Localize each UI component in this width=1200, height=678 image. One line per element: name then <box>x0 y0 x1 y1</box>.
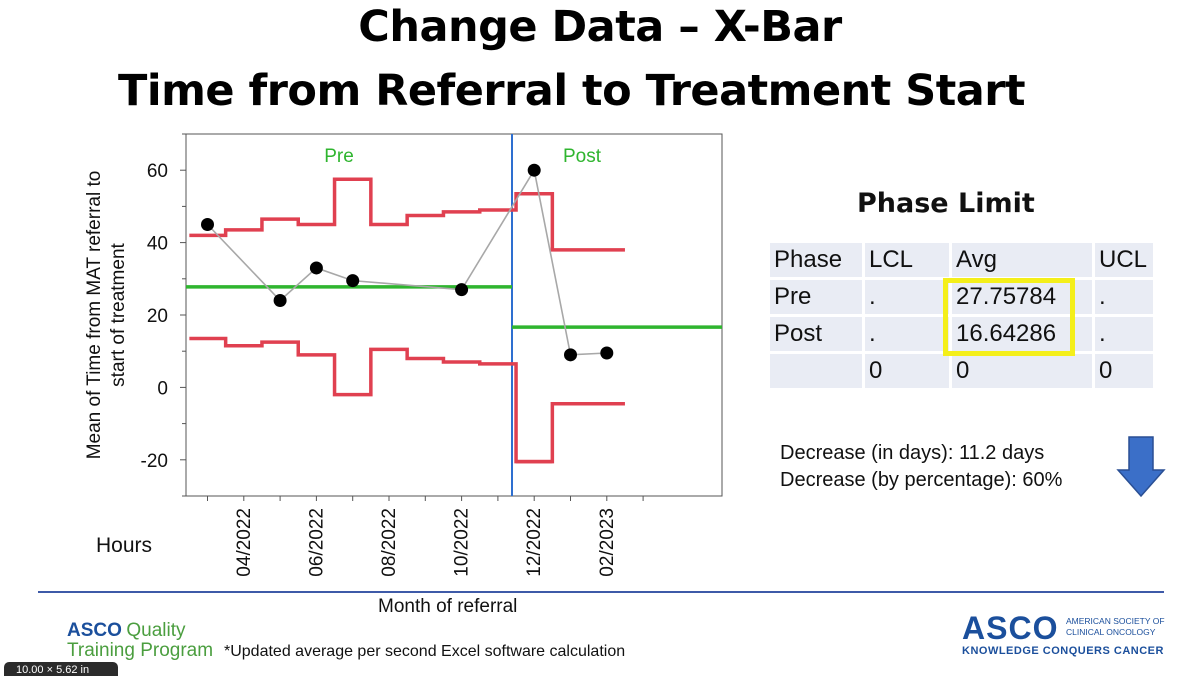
x-tick-label: 04/2022 <box>234 508 255 577</box>
ucl-line-post <box>516 191 625 252</box>
data-point <box>600 346 614 360</box>
cell-ucl: . <box>1095 280 1153 314</box>
asco-society-logo: ASCO AMERICAN SOCIETY OF CLINICAL ONCOLO… <box>962 610 1165 657</box>
tagline: KNOWLEDGE CONQUERS CANCER <box>962 645 1164 657</box>
decrease-percent-text: Decrease (by percentage): 60% <box>780 469 1063 491</box>
cell-phase: Post <box>770 317 862 351</box>
lcl-line-pre <box>189 336 553 464</box>
hours-label: Hours <box>96 534 153 557</box>
y-tick-label: 20 <box>147 306 168 327</box>
y-axis-title: Mean of Time from MAT referral to <box>84 171 105 460</box>
x-tick-label: 12/2022 <box>524 508 545 577</box>
footer-divider <box>38 591 1164 593</box>
cell-ucl: . <box>1095 317 1153 351</box>
x-tick-label: 02/2023 <box>597 508 618 577</box>
data-point <box>527 163 541 177</box>
header-phase: Phase <box>770 243 862 277</box>
cell-phase <box>770 354 862 388</box>
cell-avg: 27.75784 <box>952 280 1092 314</box>
phase-label-post: Post <box>563 146 602 167</box>
y-axis-title: start of treatment <box>108 242 129 386</box>
y-tick-label: 40 <box>147 234 168 255</box>
x-tick-label: 10/2022 <box>452 508 473 577</box>
lcl-line-post <box>516 401 625 464</box>
header-ucl: UCL <box>1095 243 1153 277</box>
y-tick-label: 60 <box>147 161 168 182</box>
data-point <box>346 274 360 288</box>
ucl-line-pre <box>189 177 553 238</box>
x-axis-title: Month of referral <box>378 596 518 617</box>
table-row: Pre . 27.75784 . <box>770 280 1153 314</box>
cell-avg: 16.64286 <box>952 317 1092 351</box>
table-row: Post . 16.64286 . <box>770 317 1153 351</box>
x-tick-label: 06/2022 <box>306 508 327 577</box>
data-line <box>206 168 607 356</box>
data-point <box>455 283 469 297</box>
society-name: AMERICAN SOCIETY OF CLINICAL ONCOLOGY <box>1066 616 1165 637</box>
cell-lcl: . <box>865 317 949 351</box>
size-badge: 10.00 × 5.62 in <box>4 662 118 676</box>
phase-label-pre: Pre <box>324 146 354 167</box>
decrease-days-text: Decrease (in days): 11.2 days <box>780 442 1045 464</box>
xbar-chart: -20 0 20 40 60 04/2022 06/2022 08/2022 10/2022 12… <box>84 133 723 577</box>
phase-limit-table: Phase LCL Avg UCL Pre . 27.75784 . Post … <box>767 240 1156 391</box>
table-row: 0 0 0 <box>770 354 1153 388</box>
header-lcl: LCL <box>865 243 949 277</box>
cell-ucl: 0 <box>1095 354 1153 388</box>
plot-area <box>185 133 723 497</box>
data-point <box>309 261 323 275</box>
avg-highlight-box <box>943 278 1075 356</box>
y-tick-label: -20 <box>141 451 168 472</box>
table-header-row: Phase LCL Avg UCL <box>770 243 1153 277</box>
down-arrow-icon <box>1116 436 1166 498</box>
data-point <box>273 294 287 308</box>
header-avg: Avg <box>952 243 1092 277</box>
phase-limit-title: Phase Limit <box>857 188 1035 219</box>
quality-wordmark: Quality <box>126 620 186 641</box>
asco-quality-logo: ASCO Quality Training Program <box>67 620 213 662</box>
data-point <box>201 218 214 231</box>
slide-title: Change Data – X-Bar <box>358 2 842 52</box>
training-program-wordmark: Training Program <box>67 640 214 661</box>
x-tick-label: 08/2022 <box>379 508 400 577</box>
data-point <box>564 348 577 362</box>
cell-lcl: 0 <box>865 354 949 388</box>
asco-wordmark: ASCO <box>67 620 122 641</box>
slide-subtitle: Time from Referral to Treatment Start <box>118 66 1026 116</box>
y-tick-label: 0 <box>157 378 168 399</box>
cell-phase: Pre <box>770 280 862 314</box>
footnote: *Updated average per second Excel softwa… <box>224 643 626 660</box>
cell-lcl: . <box>865 280 949 314</box>
asco-logo-text: ASCO <box>962 610 1059 646</box>
cell-avg: 0 <box>952 354 1092 388</box>
